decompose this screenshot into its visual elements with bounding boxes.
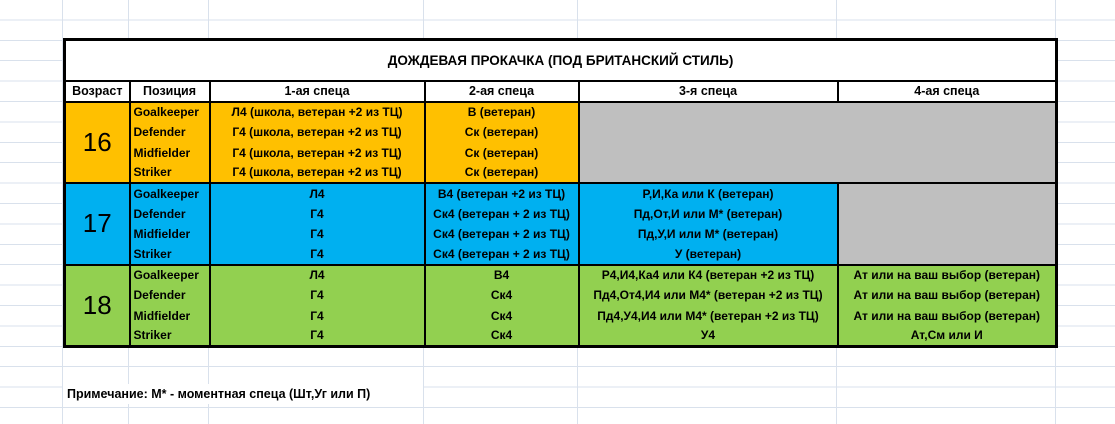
spec2-cell[interactable]: Ск (ветеран) (423, 142, 580, 163)
spec3-cell[interactable]: Р,И,Ка или К (ветеран) (577, 182, 839, 204)
spec3-cell[interactable]: У4 (577, 325, 839, 347)
spec3-cell[interactable]: У (ветеран) (577, 244, 839, 265)
spec2-cell[interactable]: Ск4 (423, 305, 580, 326)
spec3-cell[interactable]: Р4,И4,Ка4 или К4 (ветеран +2 из ТЦ) (577, 263, 839, 286)
spec2-cell[interactable]: В4 (ветеран +2 из ТЦ) (423, 182, 580, 204)
spec4-cell[interactable]: Ат или на ваш выбор (ветеран) (836, 285, 1058, 306)
spec1-cell[interactable]: Г4 (208, 285, 426, 306)
position-cell[interactable]: Striker (128, 162, 211, 184)
spec2-cell[interactable]: Ск4 (ветеран + 2 из ТЦ) (423, 203, 580, 224)
spec2-cell[interactable]: В4 (423, 263, 580, 286)
spec1-cell[interactable]: Г4 (208, 203, 426, 224)
position-cell[interactable]: Midfielder (128, 223, 211, 245)
spec1-cell[interactable]: Л4 (школа, ветеран +2 из ТЦ) (208, 100, 426, 122)
age-cell[interactable]: 16 (63, 100, 131, 184)
spec3-cell[interactable]: Пд,У,И или М* (ветеран) (577, 223, 839, 245)
spec1-cell[interactable]: Л4 (208, 182, 426, 204)
position-cell[interactable]: Goalkeeper (128, 100, 211, 122)
spec2-cell[interactable]: Ск (ветеран) (423, 162, 580, 184)
table-title: ДОЖДЕВАЯ ПРОКАЧКА (ПОД БРИТАНСКИЙ СТИЛЬ) (63, 39, 1058, 82)
position-cell[interactable]: Goalkeeper (128, 182, 211, 204)
spec4-cell[interactable]: Ат,См или И (836, 325, 1058, 347)
spec1-cell[interactable]: Г4 (208, 325, 426, 347)
spec4-cell[interactable]: Ат или на ваш выбор (ветеран) (836, 263, 1058, 286)
position-cell[interactable]: Striker (128, 325, 211, 347)
spec2-cell[interactable]: Ск4 (423, 325, 580, 347)
spec2-cell[interactable]: В (ветеран) (423, 100, 580, 122)
training-table: ДОЖДЕВАЯ ПРОКАЧКА (ПОД БРИТАНСКИЙ СТИЛЬ)… (63, 38, 1059, 348)
empty-cell[interactable] (836, 182, 1058, 265)
position-cell[interactable]: Defender (128, 285, 211, 306)
footnote[interactable]: Примечание: М* - моментная спеца (Шт,Уг … (63, 384, 423, 404)
empty-cell[interactable] (577, 100, 1058, 184)
spec3-cell[interactable]: Пд,От,И или М* (ветеран) (577, 203, 839, 224)
spec4-cell[interactable]: Ат или на ваш выбор (ветеран) (836, 305, 1058, 326)
spec1-cell[interactable]: Г4 (208, 223, 426, 245)
spec2-cell[interactable]: Ск4 (423, 285, 580, 306)
column-header-position[interactable]: Позиция (128, 79, 211, 103)
spec1-cell[interactable]: Г4 (школа, ветеран +2 из ТЦ) (208, 121, 426, 143)
age-cell[interactable]: 17 (63, 182, 131, 265)
spec1-cell[interactable]: Г4 (208, 244, 426, 265)
column-header-spec4[interactable]: 4-ая спеца (836, 79, 1058, 103)
column-header-spec3[interactable]: 3-я спеца (577, 79, 839, 103)
column-header-age[interactable]: Возраст (63, 79, 131, 103)
spec3-cell[interactable]: Пд4,У4,И4 или М4* (ветеран +2 из ТЦ) (577, 305, 839, 326)
column-header-spec2[interactable]: 2-ая спеца (423, 79, 580, 103)
spec2-cell[interactable]: Ск4 (ветеран + 2 из ТЦ) (423, 244, 580, 265)
position-cell[interactable]: Midfielder (128, 305, 211, 326)
position-cell[interactable]: Striker (128, 244, 211, 265)
age-cell[interactable]: 18 (63, 263, 131, 347)
spec1-cell[interactable]: Л4 (208, 263, 426, 286)
column-header-spec1[interactable]: 1-ая спеца (208, 79, 426, 103)
position-cell[interactable]: Midfielder (128, 142, 211, 163)
spec1-cell[interactable]: Г4 (школа, ветеран +2 из ТЦ) (208, 142, 426, 163)
spec2-cell[interactable]: Ск (ветеран) (423, 121, 580, 143)
position-cell[interactable]: Defender (128, 203, 211, 224)
position-cell[interactable]: Defender (128, 121, 211, 143)
spec1-cell[interactable]: Г4 (208, 305, 426, 326)
gridline-vertical (62, 0, 63, 424)
spec2-cell[interactable]: Ск4 (ветеран + 2 из ТЦ) (423, 223, 580, 245)
spec3-cell[interactable]: Пд4,От4,И4 или М4* (ветеран +2 из ТЦ) (577, 285, 839, 306)
spec1-cell[interactable]: Г4 (школа, ветеран +2 из ТЦ) (208, 162, 426, 184)
position-cell[interactable]: Goalkeeper (128, 263, 211, 286)
